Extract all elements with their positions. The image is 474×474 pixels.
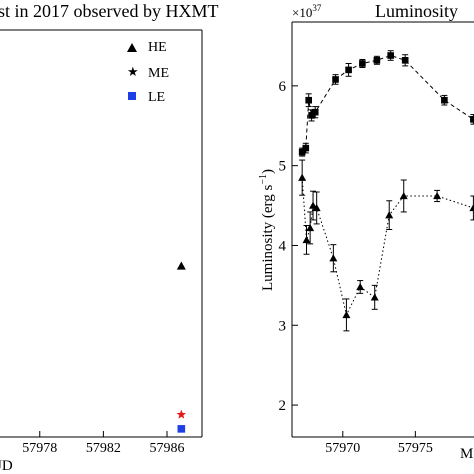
right-data-series <box>298 50 474 332</box>
left-panel: st in 2017 observed by HXMT 57978 57982 57… <box>0 1 218 474</box>
point-square <box>441 96 448 104</box>
point-square <box>401 57 409 64</box>
point-triangle <box>433 191 442 200</box>
right-y-tick-label: 5 <box>279 159 287 175</box>
point-he <box>176 261 186 270</box>
point-square <box>311 108 319 116</box>
right-x-ticks: 57970 57975 <box>325 431 433 456</box>
point-square <box>373 57 381 64</box>
point-triangle <box>329 254 338 262</box>
point-square <box>308 112 315 119</box>
point-triangle <box>356 282 365 291</box>
right-y-tick-label: 4 <box>279 238 287 254</box>
series-line-triangle <box>301 177 474 317</box>
point-square <box>332 76 339 83</box>
left-x-tick-label: 57982 <box>86 441 121 456</box>
right-panel: Luminosity ×1037 Luminosity (erg s−1) M … <box>258 1 474 462</box>
point-triangle <box>306 223 315 232</box>
point-square <box>359 60 366 67</box>
left-x-ticks: 57978 57982 57986 <box>22 431 185 456</box>
point-square <box>345 66 352 74</box>
right-y-tick-label: 2 <box>279 398 287 414</box>
point-triangle <box>385 211 394 219</box>
legend-label-me: ME <box>148 66 169 81</box>
legend-label-le: LE <box>148 90 165 105</box>
series-line-square <box>301 54 474 153</box>
legend-he-triangle-icon <box>127 43 137 52</box>
left-x-axis-label: JD <box>0 458 13 474</box>
left-x-tick-label: 57986 <box>150 441 185 456</box>
point-me <box>176 409 187 419</box>
left-data-points <box>176 261 187 433</box>
right-panel-title: Luminosity <box>375 1 458 21</box>
right-y-ticks: 2 3 4 5 6 <box>279 79 298 414</box>
y-multiplier: ×1037 <box>292 3 322 20</box>
point-triangle <box>342 310 351 319</box>
point-triangle <box>399 191 408 200</box>
point-triangle <box>298 173 307 181</box>
legend: HE ★ ME LE <box>127 40 169 105</box>
point-square <box>470 116 474 123</box>
point-square <box>387 52 394 59</box>
left-panel-title: st in 2017 observed by HXMT <box>0 1 218 21</box>
legend-le-square-icon <box>128 92 136 100</box>
legend-me-star-icon: ★ <box>127 64 139 79</box>
legend-label-he: HE <box>148 40 167 55</box>
point-square <box>302 144 310 152</box>
right-x-tick-label: 57970 <box>325 441 360 456</box>
right-y-tick-label: 6 <box>279 79 287 95</box>
left-x-tick-label: 57978 <box>22 441 57 456</box>
point-triangle <box>302 235 311 244</box>
point-square <box>305 96 312 104</box>
right-x-tick-label: 57975 <box>398 441 433 456</box>
point-triangle <box>469 203 474 212</box>
right-x-axis-label: M <box>460 446 473 462</box>
point-triangle <box>370 293 379 301</box>
right-y-axis-label: Luminosity (erg s−1) <box>258 169 276 291</box>
right-y-tick-label: 3 <box>279 318 287 334</box>
point-le <box>177 425 186 433</box>
point-square <box>298 148 306 156</box>
point-triangle <box>312 203 321 212</box>
